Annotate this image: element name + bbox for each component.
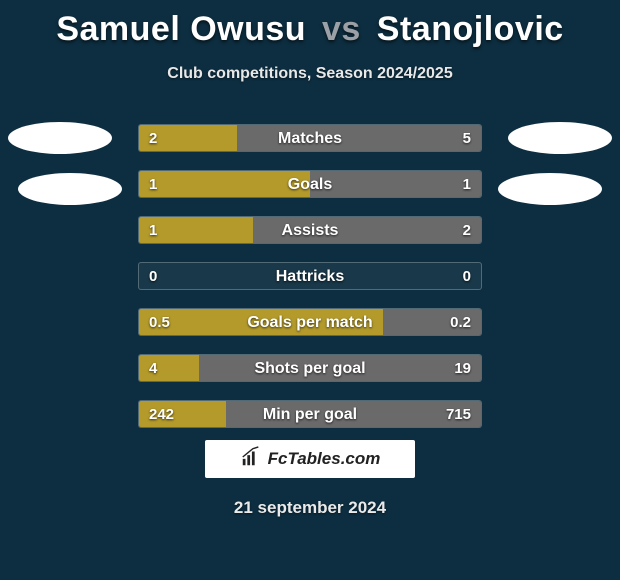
chart-icon <box>240 446 262 473</box>
stat-label: Assists <box>139 217 481 244</box>
stat-row: 25Matches <box>138 124 482 152</box>
stat-row: 00Hattricks <box>138 262 482 290</box>
stat-row: 419Shots per goal <box>138 354 482 382</box>
date-label: 21 september 2024 <box>0 498 620 518</box>
vs-label: vs <box>322 10 361 48</box>
stat-label: Min per goal <box>139 401 481 428</box>
stat-label: Shots per goal <box>139 355 481 382</box>
stat-row: 12Assists <box>138 216 482 244</box>
stat-row: 0.50.2Goals per match <box>138 308 482 336</box>
stat-label: Matches <box>139 125 481 152</box>
avatar-player2-bottom <box>498 173 602 205</box>
avatar-player2-top <box>508 122 612 154</box>
stat-label: Goals <box>139 171 481 198</box>
subtitle: Club competitions, Season 2024/2025 <box>0 65 620 83</box>
comparison-title: Samuel Owusu vs Stanojlovic <box>0 0 620 49</box>
brand-text: FcTables.com <box>268 449 381 469</box>
player1-name: Samuel Owusu <box>56 10 306 48</box>
player2-name: Stanojlovic <box>377 10 564 48</box>
avatar-player1-top <box>8 122 112 154</box>
stat-row: 11Goals <box>138 170 482 198</box>
stat-row: 242715Min per goal <box>138 400 482 428</box>
stat-label: Goals per match <box>139 309 481 336</box>
avatar-player1-bottom <box>18 173 122 205</box>
stat-label: Hattricks <box>139 263 481 290</box>
brand-badge: FcTables.com <box>205 440 415 478</box>
stats-chart: 25Matches 11Goals 12Assists 00Hattricks 0.50… <box>138 124 482 446</box>
